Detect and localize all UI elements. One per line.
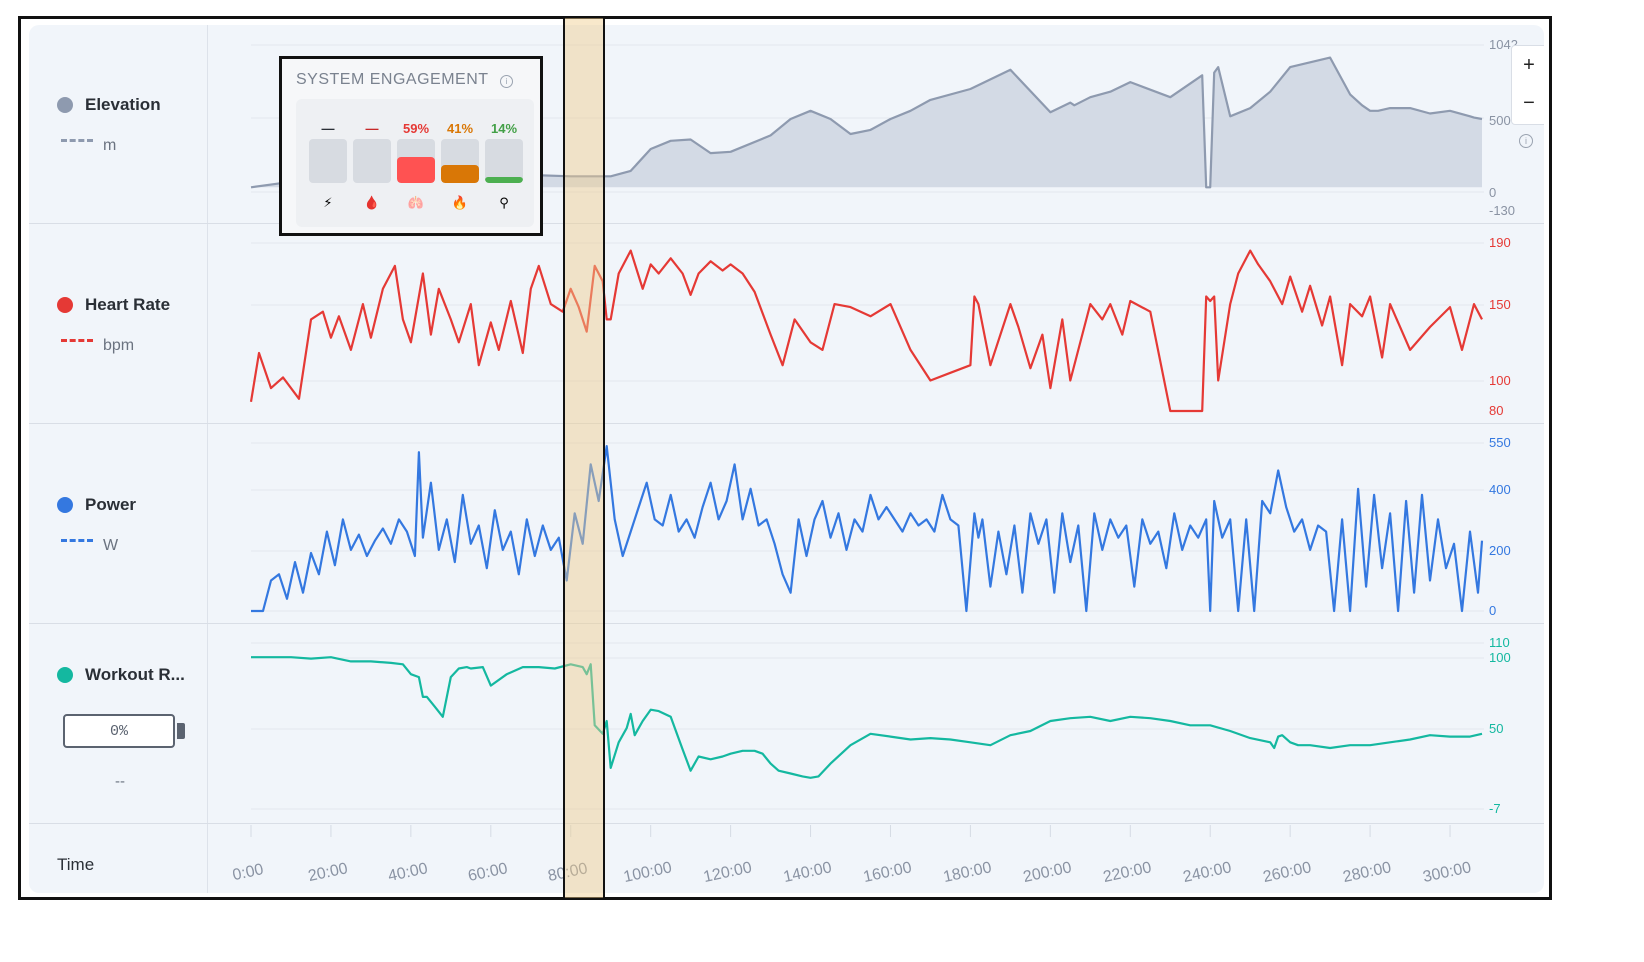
power-label[interactable]: Power [85,495,137,514]
engagement-value: 14% [490,121,518,136]
time-tick-label: 140:00 [782,859,834,886]
engagement-column: 14% ⚲ [484,99,524,227]
elevation-area [251,57,1482,188]
workout-legend-dot [57,667,73,683]
molecule-icon: ⚲ [499,195,509,210]
engagement-title: SYSTEM ENGAGEMENT [296,71,489,88]
workout-series-line [251,656,1483,779]
heart-rate-y-tick-label: 150 [1489,297,1511,312]
engagement-value: 59% [402,121,430,136]
elevation-y-tick-label: 0 [1489,185,1496,200]
time-tick-label: 0:00 [231,861,265,884]
elevation-y-tick-label: -130 [1489,203,1515,218]
time-tick-label: 300:00 [1421,859,1473,886]
elevation-legend-dot [57,97,73,113]
time-tick-label: 40:00 [387,860,430,885]
power-dash-legend [61,539,93,542]
heart-rate-series-line [249,249,1483,413]
workout-y-tick-label: 100 [1489,650,1511,665]
heart-rate-dash-legend [61,339,93,342]
heart-rate-y-tick-label: 80 [1489,403,1503,418]
workout-y-tick-label: 110 [1489,635,1510,650]
time-tick-label: 100:00 [622,859,674,886]
time-tick-label: 20:00 [307,860,350,885]
power-legend-dot [57,497,73,513]
time-tick-label: 200:00 [1022,859,1074,886]
engagement-info-icon[interactable]: i [500,75,513,88]
time-tick-label: 280:00 [1341,859,1393,886]
heart-rate-y-tick-label: 190 [1489,235,1511,250]
time-tick-label: 180:00 [942,859,994,886]
row-divider [29,223,1544,224]
fire-icon: 🔥 [451,195,469,210]
battery-indicator: 0% [63,714,175,748]
elevation-label[interactable]: Elevation [85,95,161,114]
workout-y-tick-label: -7 [1489,801,1501,816]
engagement-column: — ⚡ [308,99,348,227]
time-tick-label: 60:00 [467,860,510,885]
lightning-icon: ⚡ [323,195,333,210]
heart-rate-label[interactable]: Heart Rate [85,295,171,314]
engagement-value: — [321,121,335,136]
engagement-bar-fill [397,157,435,183]
workout-reserve-label[interactable]: Workout R... [85,665,185,684]
engagement-column: — 🩸 [352,99,392,227]
engagement-bar [485,139,523,183]
engagement-bar [441,139,479,183]
engagement-bars: — ⚡ — 🩸 59% 🫁 41% 🔥 14% ⚲ [296,99,534,227]
elevation-unit: m [103,137,117,154]
battery-tip [177,723,185,739]
engagement-column: 59% 🫁 [396,99,436,227]
time-tick-label: 240:00 [1182,859,1234,886]
charts-svg[interactable]: 10425000-1301901501008055040020001101005… [29,25,1544,893]
engagement-column: 41% 🔥 [440,99,480,227]
zoom-out-button[interactable]: − [1523,92,1535,114]
power-y-tick-label: 400 [1489,482,1511,497]
blood-drop-icon: 🩸 [363,195,381,210]
engagement-bar [353,139,391,183]
elevation-y-tick-label: 500 [1489,113,1511,128]
engagement-value: — [365,121,379,136]
system-engagement-popup: SYSTEM ENGAGEMENT i — ⚡ — 🩸 59% 🫁 41% 🔥 14% ⚲ [279,56,543,236]
zoom-in-button[interactable]: + [1523,54,1535,76]
row-divider [29,823,1544,824]
label-column-divider [207,25,208,893]
engagement-value: 41% [446,121,474,136]
time-tick-label: 260:00 [1262,859,1314,886]
workout-y-tick-label: 50 [1489,721,1503,736]
heart-rate-unit: bpm [103,337,135,354]
elevation-y-tick-label: 1042 [1489,37,1518,52]
engagement-bar-fill [441,164,479,183]
zoom-controls: + − [1511,45,1544,125]
power-y-tick-label: 200 [1489,543,1511,558]
app-frame: Elevation m Heart Rate bpm Power W Worko… [18,16,1552,900]
time-tick-label: 220:00 [1102,859,1154,886]
power-series-line [251,445,1484,613]
power-y-tick-label: 0 [1489,603,1496,618]
power-y-tick-label: 550 [1489,435,1511,450]
time-tick-label: 120:00 [702,859,754,886]
row-divider [29,423,1544,424]
elevation-dash-legend [61,139,93,142]
time-axis-label: Time [57,855,95,874]
battery-subtext: -- [115,773,125,790]
row-divider [29,623,1544,624]
engagement-bar [309,139,347,183]
power-unit: W [103,537,119,554]
engagement-bar-fill [485,176,523,183]
engagement-bar [397,139,435,183]
lungs-icon: 🫁 [407,195,425,210]
heart-rate-y-tick-label: 100 [1489,373,1511,388]
workout-analysis-panel: Elevation m Heart Rate bpm Power W Worko… [29,25,1544,893]
elevation-series-line [250,56,1483,189]
info-icon[interactable]: i [1519,134,1533,148]
selected-range-highlight[interactable] [563,18,605,898]
time-tick-label: 160:00 [862,859,914,886]
heart-rate-legend-dot [57,297,73,313]
